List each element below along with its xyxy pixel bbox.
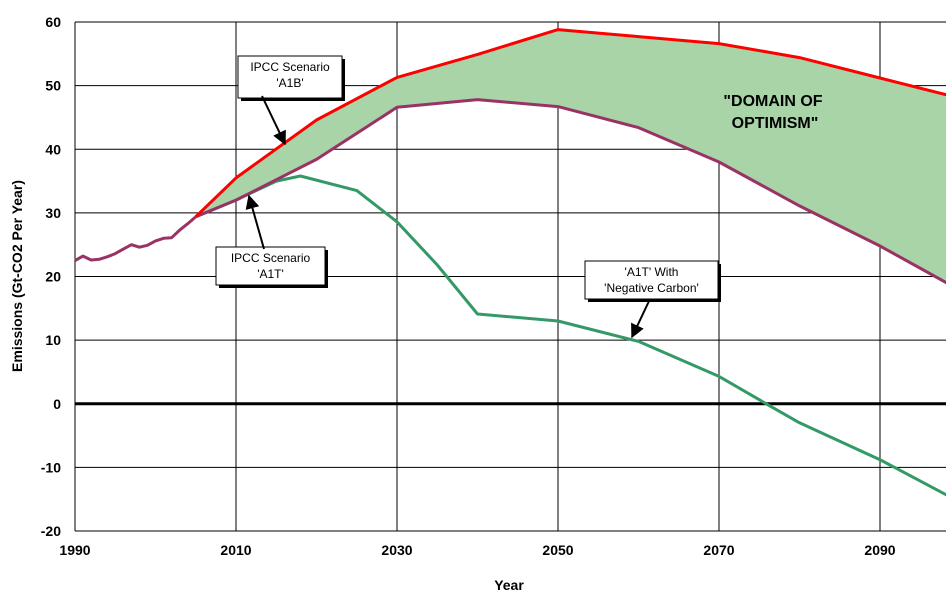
callout-a1b: IPCC Scenario 'A1B' [237, 55, 345, 146]
a1b-line [194, 28, 946, 218]
domain-label-line: OPTIMISM" [732, 115, 819, 132]
y-tick-label: 10 [45, 332, 61, 348]
historical-line [74, 215, 197, 262]
x-tick-label: 2030 [381, 542, 412, 558]
optimism-fill [195, 29, 946, 283]
y-axis-title: Emissions (Gt-CO2 Per Year) [9, 180, 25, 372]
callout-box [215, 246, 326, 286]
x-tick-label: 2070 [703, 542, 734, 558]
a1t-line [195, 98, 946, 285]
x-tick-label: 2090 [864, 542, 895, 558]
x-tick-label: 1990 [59, 542, 90, 558]
callout-a1t: IPCC Scenario 'A1T' [215, 194, 328, 288]
annotations: IPCC Scenario 'A1B' IPCC Scenario 'A1T' 'A1T… [215, 55, 823, 339]
callout-arrow [245, 194, 265, 250]
callout-neg: 'A1T' With 'Negative Carbon' [584, 260, 721, 339]
series-lines [74, 28, 946, 497]
y-tick-label: 50 [45, 78, 61, 94]
callout-box [584, 260, 719, 300]
y-tick-label: 20 [45, 269, 61, 285]
y-tick-label: 40 [45, 141, 61, 157]
callout-text: IPCC Scenario [250, 60, 330, 74]
callout-text: 'A1T' With [625, 265, 679, 279]
y-tick-label: 30 [45, 205, 61, 221]
callout-box [237, 55, 343, 99]
callout-text: 'Negative Carbon' [604, 281, 699, 295]
optimism-domain-area [195, 29, 946, 283]
callout-text: 'A1B' [276, 76, 303, 90]
y-tick-label: -20 [41, 523, 61, 539]
callout-arrow [631, 298, 651, 339]
domain-label-line: "DOMAIN OF [723, 93, 822, 110]
y-tick-label: 0 [53, 396, 61, 412]
y-tick-label: 60 [45, 14, 61, 30]
a1t-negative-carbon-line [195, 174, 946, 497]
callout-text: 'A1T' [257, 267, 284, 281]
y-tick-label: -10 [41, 459, 61, 475]
x-axis-title: Year [494, 577, 524, 593]
x-tick-label: 2010 [220, 542, 251, 558]
callout-text: IPCC Scenario [231, 251, 311, 265]
callout-arrow [261, 95, 286, 146]
x-tick-label: 2050 [542, 542, 573, 558]
